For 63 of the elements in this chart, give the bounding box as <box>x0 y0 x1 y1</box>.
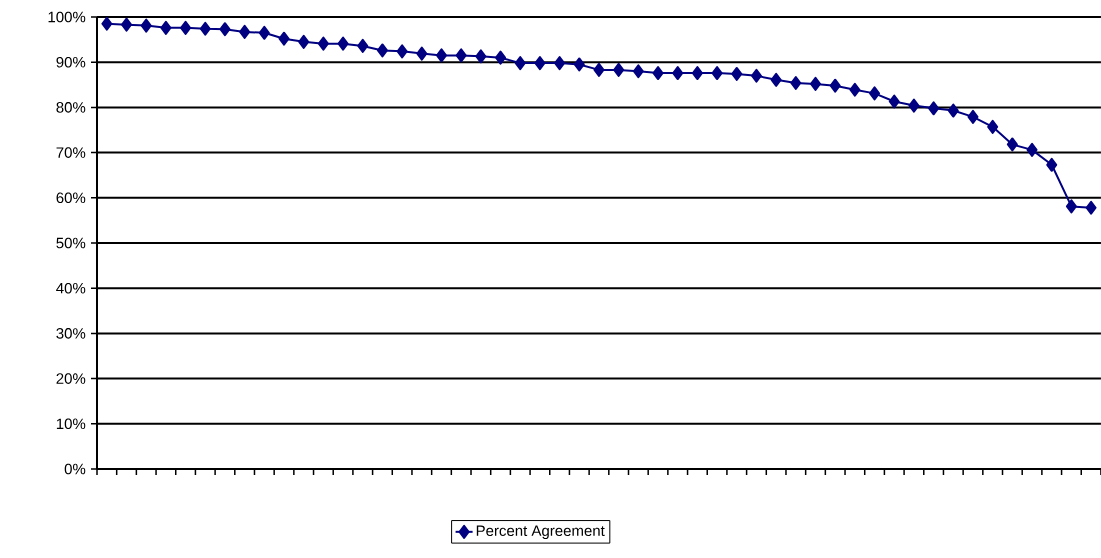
point <box>573 57 585 72</box>
y-tick-label: 0% <box>64 463 86 475</box>
y-tick-label: 50% <box>56 237 86 249</box>
y-tick-label: 80% <box>56 102 86 113</box>
point <box>888 94 900 109</box>
point <box>258 25 270 40</box>
point <box>199 21 211 36</box>
point <box>435 48 447 63</box>
point <box>849 82 861 97</box>
point <box>672 66 684 81</box>
point <box>121 17 133 32</box>
point <box>357 38 369 53</box>
point <box>298 34 310 49</box>
point <box>908 98 920 113</box>
y-tick-label: 70% <box>56 147 86 158</box>
point <box>337 36 349 51</box>
point <box>1085 200 1097 215</box>
point <box>967 109 979 124</box>
point <box>613 62 625 77</box>
point <box>278 31 290 46</box>
point <box>317 36 329 51</box>
point <box>869 86 881 101</box>
y-tick-label: 20% <box>56 373 86 384</box>
point <box>691 66 703 81</box>
point <box>475 49 487 64</box>
y-tick-label: 90% <box>56 56 86 68</box>
point <box>1006 137 1018 152</box>
point <box>239 24 251 39</box>
legend-label: Percent Agreement <box>476 525 605 539</box>
point <box>514 56 526 71</box>
point <box>180 20 192 35</box>
point <box>947 103 959 118</box>
point <box>770 72 782 87</box>
y-tick-label: 60% <box>56 192 86 204</box>
point <box>416 46 428 61</box>
point <box>455 48 467 63</box>
point <box>554 56 566 71</box>
y-tick-label: 40% <box>56 282 86 294</box>
point <box>829 78 841 93</box>
point <box>140 18 152 33</box>
point <box>101 16 113 31</box>
point <box>160 20 172 35</box>
point <box>495 50 507 65</box>
point <box>987 119 999 134</box>
point <box>632 64 644 79</box>
point <box>652 66 664 81</box>
point <box>711 66 723 81</box>
point <box>928 101 940 116</box>
point <box>1065 199 1077 214</box>
point <box>810 76 821 91</box>
point <box>750 68 762 83</box>
y-tick-label: 10% <box>56 418 86 430</box>
y-tick-label: 30% <box>56 328 86 339</box>
point <box>376 43 388 58</box>
point <box>593 62 605 77</box>
point <box>534 56 546 71</box>
point <box>219 22 231 37</box>
point <box>1026 142 1038 157</box>
point <box>790 75 802 90</box>
point <box>1046 157 1058 172</box>
point <box>396 44 408 59</box>
point <box>731 66 743 81</box>
y-tick-label: 100% <box>48 11 86 23</box>
